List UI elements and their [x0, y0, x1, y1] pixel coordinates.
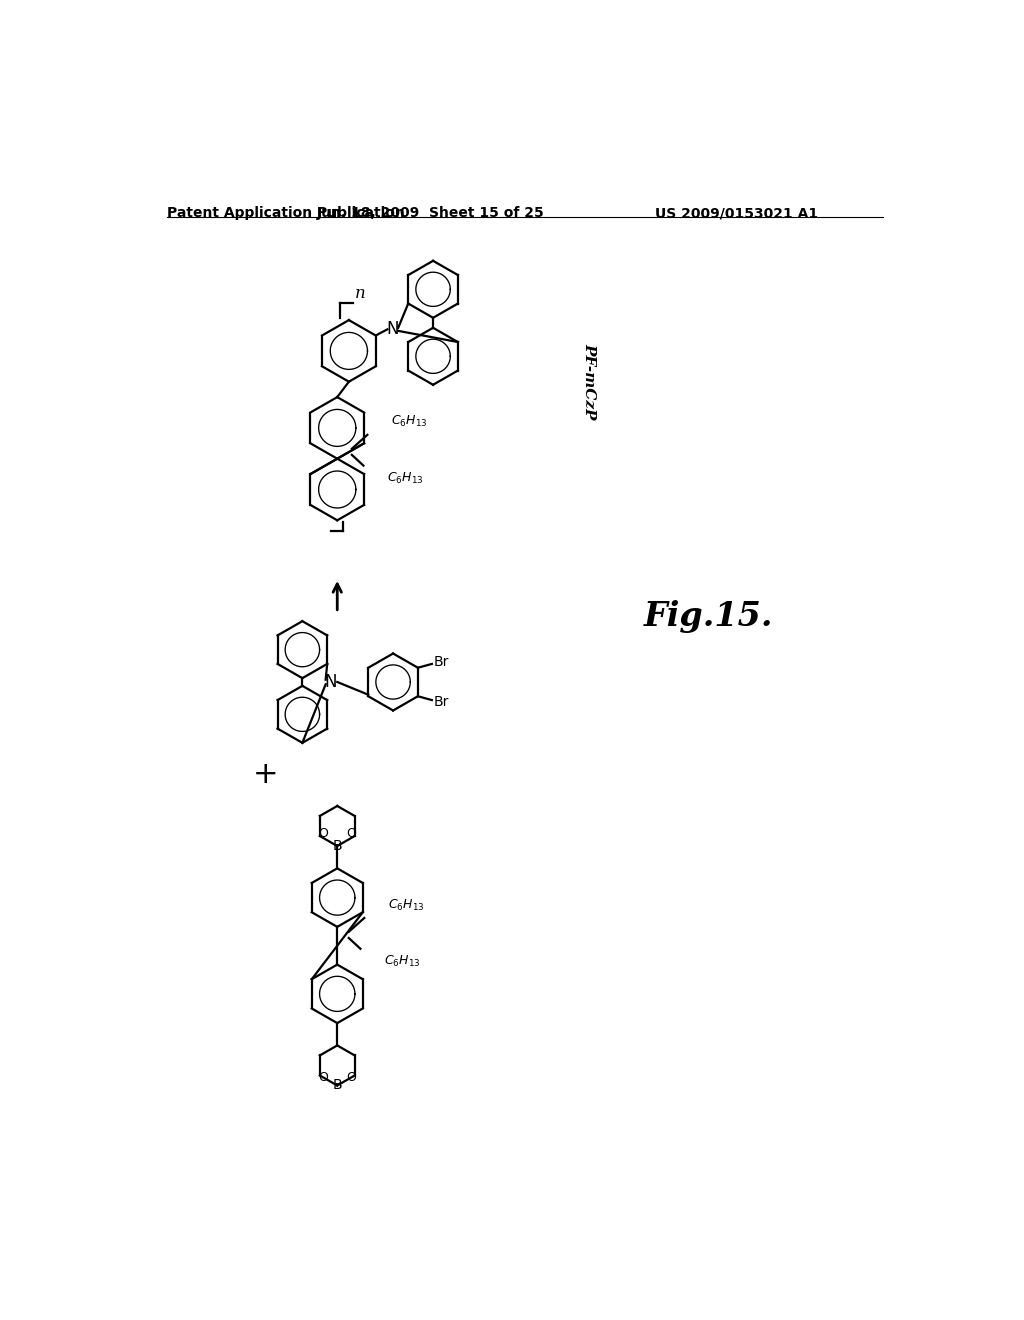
Text: O: O	[318, 828, 329, 841]
Text: Jun. 18, 2009  Sheet 15 of 25: Jun. 18, 2009 Sheet 15 of 25	[316, 206, 544, 220]
Text: $C_6H_{13}$: $C_6H_{13}$	[387, 471, 423, 486]
Text: PF-mCzP: PF-mCzP	[582, 343, 596, 420]
Text: $C_6H_{13}$: $C_6H_{13}$	[387, 898, 424, 912]
Text: n: n	[355, 285, 366, 302]
Text: O: O	[346, 1072, 355, 1084]
Text: B: B	[333, 1078, 342, 1093]
Text: Patent Application Publication: Patent Application Publication	[167, 206, 404, 220]
Text: $C_6H_{13}$: $C_6H_{13}$	[390, 414, 427, 429]
Text: O: O	[346, 828, 355, 841]
Text: N: N	[325, 673, 337, 690]
Text: N: N	[386, 321, 399, 338]
Text: Br: Br	[433, 655, 449, 669]
Text: Fig.15.: Fig.15.	[643, 601, 773, 634]
Text: $C_6H_{13}$: $C_6H_{13}$	[384, 954, 420, 969]
Text: B: B	[333, 840, 342, 853]
Text: +: +	[253, 760, 279, 789]
Text: US 2009/0153021 A1: US 2009/0153021 A1	[655, 206, 818, 220]
Text: Br: Br	[433, 694, 449, 709]
Text: O: O	[318, 1072, 329, 1084]
